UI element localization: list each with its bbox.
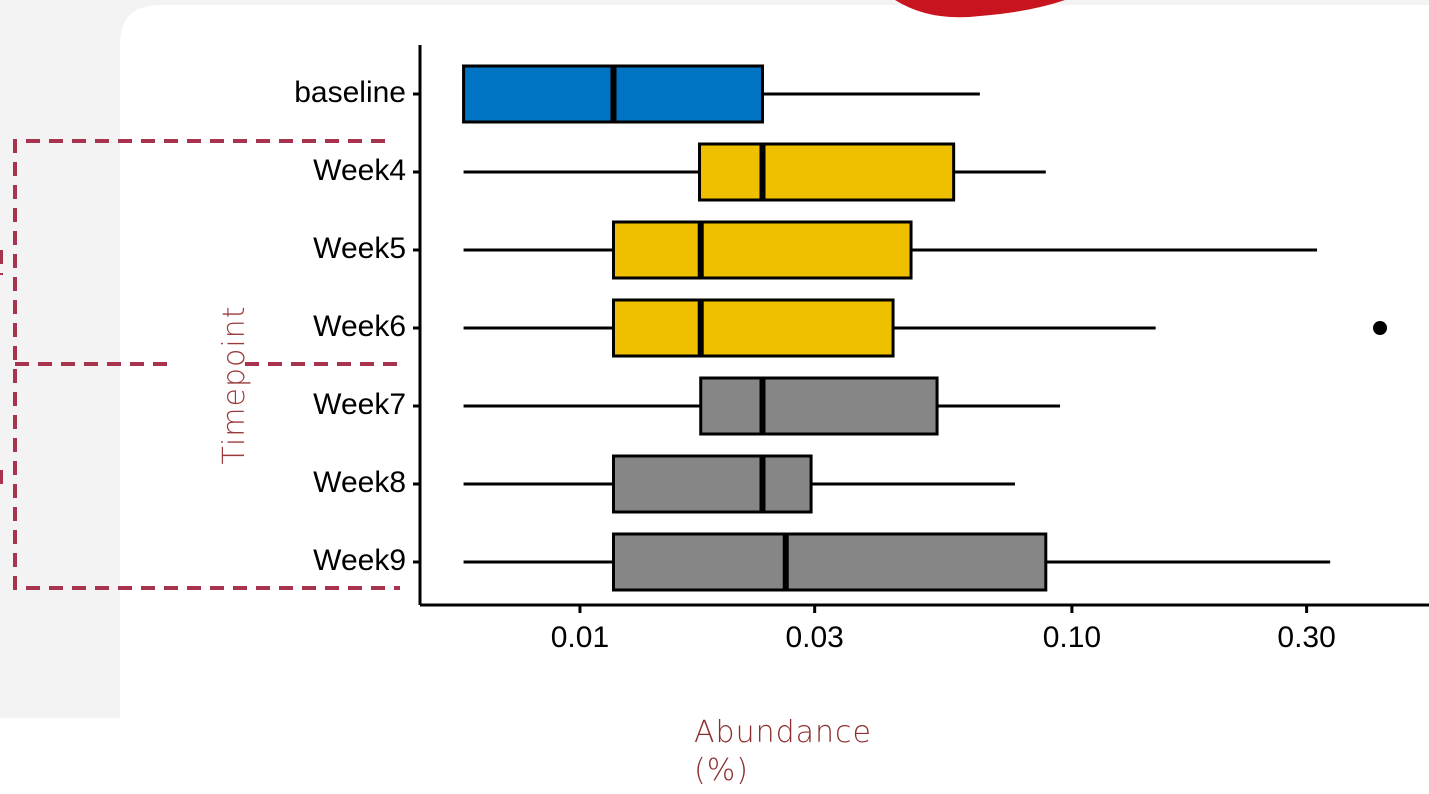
box <box>611 532 1048 592</box>
y-tick-label: Week6 <box>313 310 406 343</box>
outlier <box>1373 321 1388 335</box>
y-tick-label: Week4 <box>313 154 406 187</box>
box <box>699 376 939 436</box>
x-tick-label: 0.03 <box>785 621 843 654</box>
box <box>611 298 895 358</box>
y-tick-label: Week5 <box>313 232 406 265</box>
box <box>611 220 913 280</box>
y-tick-label: Week8 <box>313 466 406 499</box>
x-tick-label: 0.30 <box>1277 621 1335 654</box>
x-axis-title: Abundance (%) <box>694 715 872 788</box>
bracket <box>0 139 400 590</box>
plot: 0.01 0.03 0.10 0.30 baseline Week4 Week5 Week6 W… <box>294 45 1429 654</box>
decor-blob <box>895 0 1065 18</box>
y-tick-label: Week7 <box>313 388 406 421</box>
y-tick-label: baseline <box>294 76 406 109</box>
x-tick-label: 0.10 <box>1043 621 1101 654</box>
box <box>698 142 956 202</box>
y-tick-label: Week9 <box>313 544 406 577</box>
x-tick-label: 0.01 <box>551 621 609 654</box>
box <box>611 454 813 514</box>
y-axis-title: Timepoint <box>217 306 252 465</box>
